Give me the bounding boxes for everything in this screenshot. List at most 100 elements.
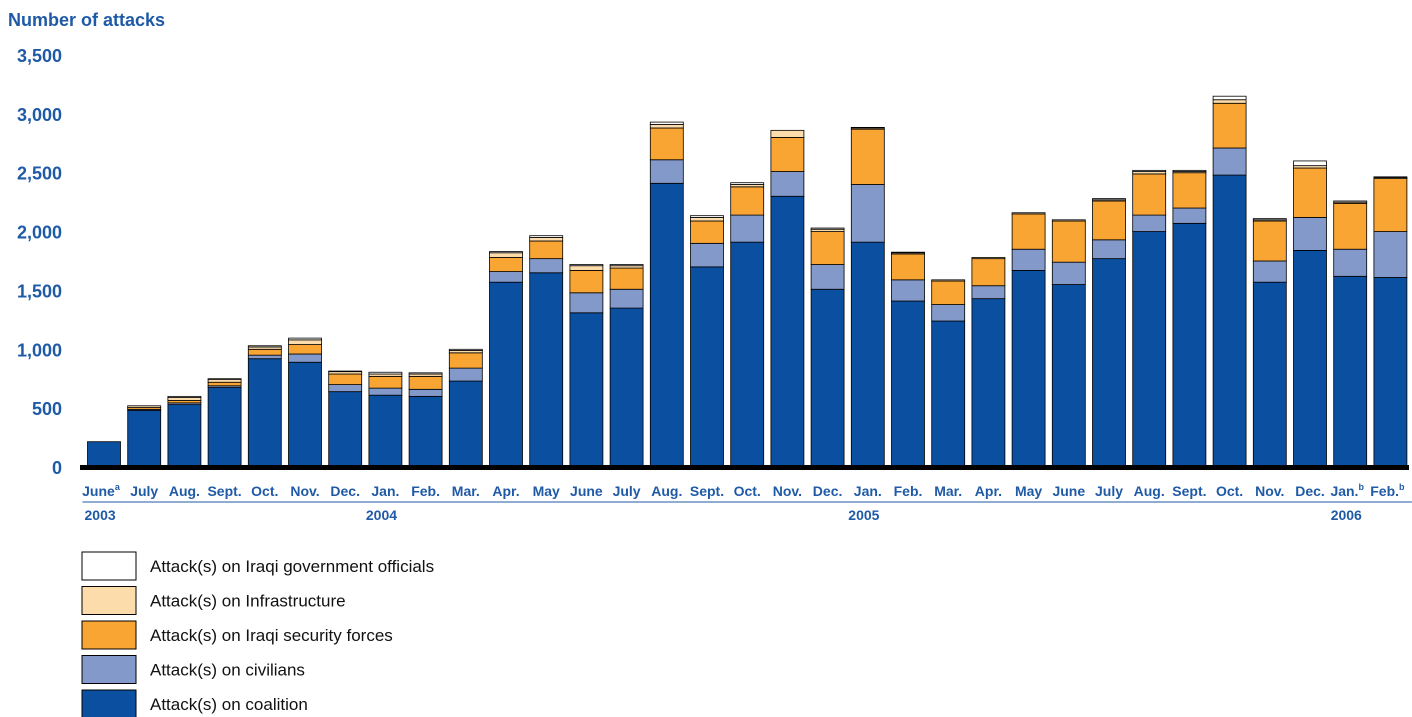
bar-segment: [971, 257, 1006, 260]
bar-segment: [1212, 99, 1247, 104]
x-tick-label: June: [570, 483, 603, 499]
x-tick-label: Sept.: [1172, 483, 1206, 499]
bar-segment: [1293, 167, 1327, 218]
bar-segment: [328, 391, 363, 468]
bar-segment: [1212, 147, 1247, 176]
legend-swatch: [81, 689, 137, 717]
legend-label: Attack(s) on Infrastructure: [150, 592, 346, 611]
bar-segment: [609, 267, 644, 290]
bar-stack: [1092, 198, 1126, 468]
bar-segment: [1172, 169, 1207, 172]
bar-segment: [569, 292, 604, 314]
bar-segment: [328, 370, 363, 373]
bar-segment: [730, 241, 765, 468]
bar-segment: [931, 320, 966, 468]
bar-segment: [569, 264, 604, 267]
y-tick-label: 2,000: [17, 223, 62, 243]
x-tick-label: Jan.: [371, 483, 399, 499]
x-tick-label: June: [1052, 483, 1085, 499]
bar-segment: [1252, 281, 1287, 468]
legend-label: Attack(s) on Iraqi security forces: [150, 626, 393, 645]
bar-segment: [247, 354, 282, 360]
bar-segment: [288, 361, 322, 468]
bar-segment: [529, 235, 564, 238]
bar-segment: [931, 279, 966, 282]
bar-stack: [730, 182, 765, 468]
bar-segment: [247, 345, 282, 348]
bar-segment: [850, 126, 885, 129]
bar-segment: [1212, 95, 1247, 101]
x-tick-label: Nov.: [290, 483, 319, 499]
bar-segment: [408, 388, 443, 397]
year-label: 2005: [848, 507, 879, 523]
x-tick-label: May: [1015, 483, 1042, 499]
x-tick-label: Aug.: [1134, 483, 1165, 499]
y-tick-label: 3,000: [17, 105, 62, 125]
bar-segment: [891, 253, 925, 281]
bar-segment: [971, 258, 1006, 287]
x-tick-label: July: [1095, 483, 1123, 499]
bar-segment: [247, 358, 282, 468]
bar-stack: [288, 337, 322, 468]
y-tick-label: 2,500: [17, 164, 62, 184]
bar-segment: [1212, 102, 1247, 149]
bar-segment: [730, 182, 765, 185]
bar-segment: [1051, 220, 1086, 263]
bar-segment: [810, 264, 845, 290]
bar-segment: [1252, 218, 1287, 221]
bar-segment: [489, 281, 523, 468]
bar-stack: [167, 395, 202, 468]
bar-segment: [1051, 219, 1086, 222]
legend-label: Attack(s) on civilians: [150, 661, 305, 680]
bar-segment: [690, 220, 724, 244]
legend-swatch: [81, 586, 137, 615]
bar-segment: [569, 270, 604, 294]
x-tick-label: July: [613, 483, 641, 499]
bar-segment: [850, 184, 885, 243]
bar-segment: [810, 231, 845, 265]
bar-segment: [770, 129, 805, 138]
bar-segment: [770, 171, 805, 197]
bar-segment: [328, 384, 363, 393]
bar-segment: [1011, 248, 1046, 271]
x-tick-label: Apr.: [492, 483, 519, 499]
bar-segment: [850, 241, 885, 468]
bar-stack: [1051, 219, 1086, 468]
legend-swatch: [81, 655, 137, 684]
bar-segment: [1293, 160, 1327, 167]
bar-stack: [770, 129, 805, 468]
bar-segment: [810, 288, 845, 468]
bar-segment: [288, 339, 322, 345]
bar-segment: [1293, 250, 1327, 468]
x-tick-label: Nov.: [773, 483, 802, 499]
x-tick-label: July: [130, 483, 158, 499]
x-tick-label: Jan.b: [1330, 482, 1364, 499]
bar-segment: [408, 375, 443, 390]
bar-segment: [810, 227, 845, 230]
bar-segment: [649, 124, 684, 129]
x-tick-label: Sept.: [690, 483, 724, 499]
bar-segment: [1092, 258, 1126, 468]
bar-segment: [489, 251, 523, 254]
x-tick-footnote: b: [1358, 482, 1364, 492]
bar-segment: [1132, 214, 1167, 232]
bar-stack: [690, 215, 724, 468]
y-tick-label: 3,500: [17, 46, 62, 66]
bar-segment: [649, 159, 684, 184]
bar-segment: [167, 397, 202, 401]
bar-stack: [448, 348, 483, 468]
y-axis-title: Number of attacks: [8, 10, 165, 30]
bar-segment: [167, 404, 202, 468]
bar-segment: [368, 387, 403, 396]
bar-stack: [207, 378, 242, 468]
bar-segment: [1051, 284, 1086, 468]
x-tick-label: Dec.: [813, 483, 843, 499]
bar-stack: [1333, 200, 1368, 468]
x-tick-footnote: a: [115, 482, 121, 492]
y-tick-label: 500: [32, 399, 62, 419]
x-tick-label: Aug.: [651, 483, 682, 499]
x-tick-label: Sept.: [207, 483, 241, 499]
x-axis-line: [80, 465, 1409, 470]
bar-segment: [649, 127, 684, 161]
bar-stack: [850, 126, 885, 468]
